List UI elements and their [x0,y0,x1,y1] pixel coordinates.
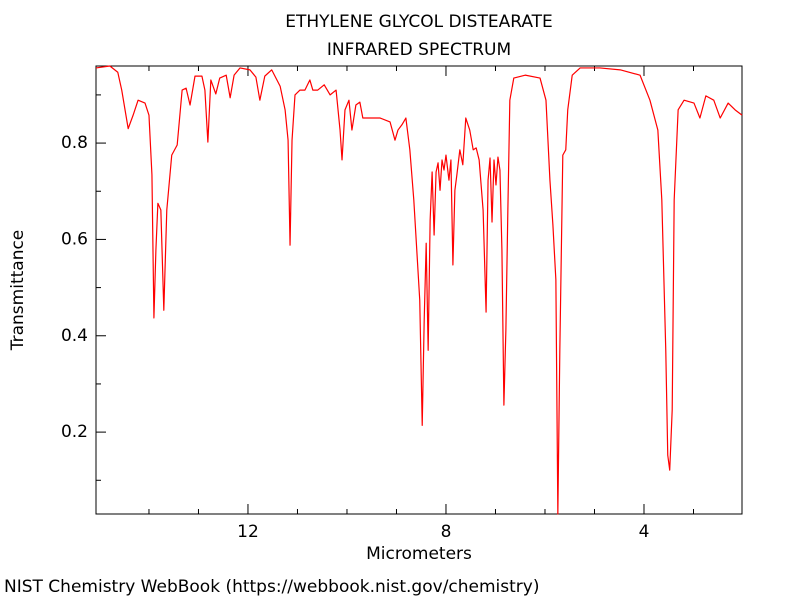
x-tick-label: 8 [441,522,452,542]
footer: NIST Chemistry WebBook (https://webbook.… [4,577,539,597]
y-axis-label: Transmittance [8,230,28,352]
y-tick-label: 0.2 [61,422,88,442]
y-tick-label: 0.6 [61,229,88,249]
chart-subtitle: INFRARED SPECTRUM [327,40,511,60]
y-tick-label: 0.4 [61,326,88,346]
y-tick-label: 0.8 [61,133,88,153]
x-tick-label: 4 [639,522,650,542]
x-axis-label: Micrometers [366,544,472,564]
spectrum-line [95,65,743,515]
plot-frame [95,65,743,515]
x-tick-label: 12 [237,522,259,542]
chart-title: ETHYLENE GLYCOL DISTEARATE [285,12,553,32]
